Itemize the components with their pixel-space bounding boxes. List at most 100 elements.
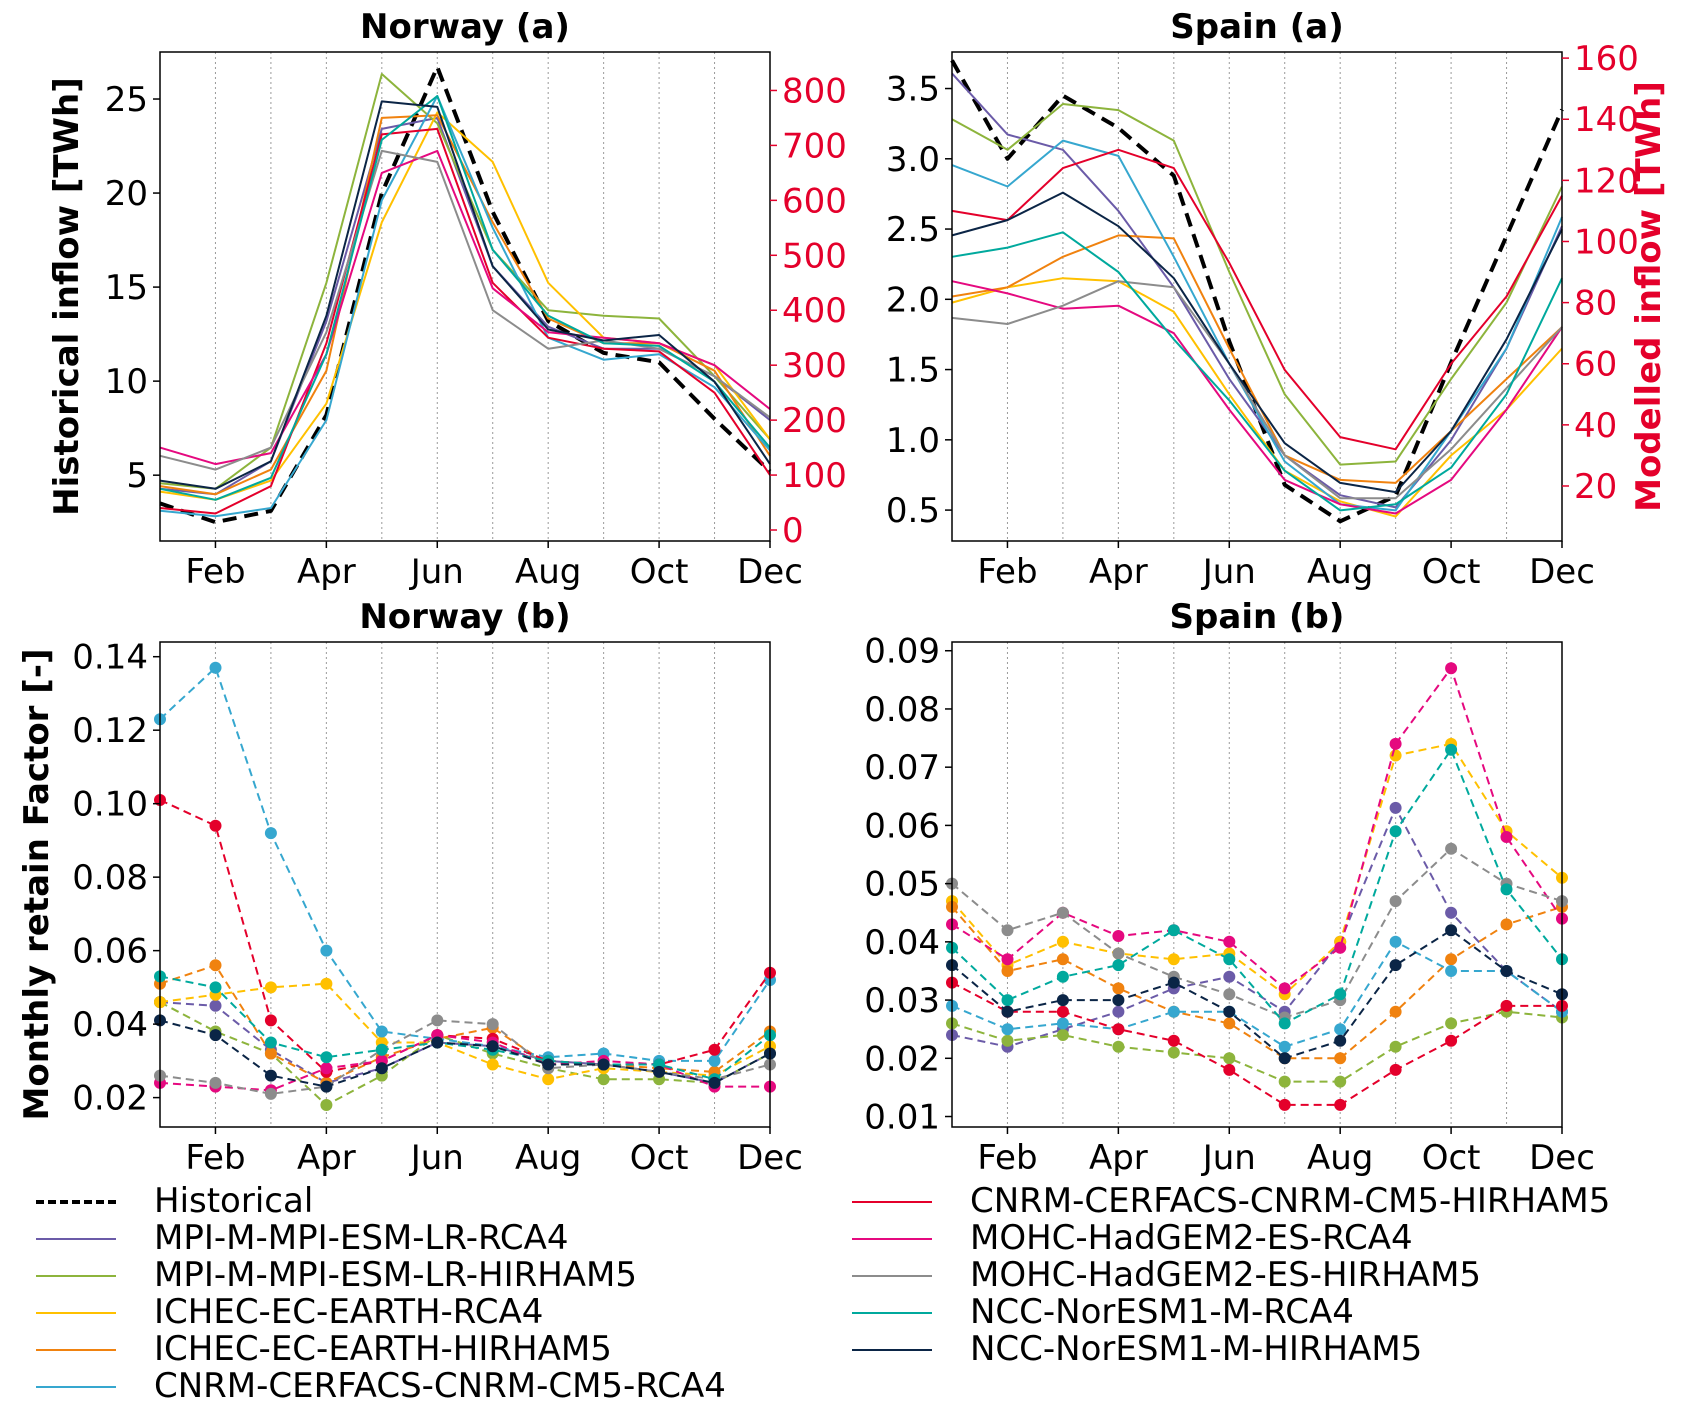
legend-swatch-ichec_hirham5 [36,1348,116,1351]
y-tick-label: 10 [105,362,148,402]
y-tick-label: 0.14 [72,638,148,678]
data-point-mpi_hirham5 [597,1073,610,1086]
x-tick-label: Apr [1089,552,1148,592]
legend-swatch-mohc_rca4 [852,1237,932,1240]
data-point-mpi_rca4 [1223,970,1236,983]
data-point-ncc_hirham5 [320,1080,333,1093]
data-point-cnrm_hirham5 [1500,999,1513,1012]
y2-tick-label: 400 [782,291,847,331]
data-point-mpi_hirham5 [1112,1040,1125,1053]
y-tick-label: 2.0 [886,280,940,320]
series-line-ncc_hirham5 [951,929,1563,1060]
data-point-ncc_hirham5 [597,1058,610,1071]
data-point-ncc_hirham5 [653,1065,666,1078]
data-point-mohc_rca4 [1334,941,1347,954]
data-point-mohc_rca4 [1500,831,1513,843]
y-tick-label: 20 [105,174,148,214]
data-point-ncc_hirham5 [1278,1052,1291,1065]
plot-frame [159,51,771,542]
y2-tick-label: 40 [1574,406,1617,446]
data-point-ichec_hirham5 [1001,965,1014,977]
data-point-mpi_rca4 [1389,801,1402,814]
data-point-mohc_hirham5 [1223,988,1236,1001]
data-point-ncc_rca4 [1223,953,1236,966]
panel-spain_a: Feb Apr Jun Aug Oct Dec 0.5 1.0 1.5 2.0 2.5 3.0 3.5 2… [886,7,1669,592]
data-point-cnrm_hirham5 [1389,1063,1402,1076]
y-tick-label: 3.5 [886,70,940,110]
data-point-cnrm_hirham5 [1112,1023,1125,1036]
y-tick-label: 3.0 [886,140,940,180]
data-point-ncc_rca4 [1389,825,1402,838]
data-point-ncc_rca4 [1056,970,1069,983]
y2-tick-label: 160 [1574,39,1639,79]
y2-axis-label: Modelled inflow [TWh] [1629,81,1669,512]
legend-label: MPI-M-MPI-ESM-LR-HIRHAM5 [154,1255,638,1295]
data-point-mohc_hirham5 [1056,906,1069,919]
panel-title: Norway (a) [360,7,570,47]
data-point-mohc_rca4 [1112,930,1125,942]
series-line-ncc_rca4 [951,231,1563,512]
data-point-ncc_hirham5 [1167,976,1180,989]
data-point-ichec_rca4 [1167,953,1180,966]
data-point-mpi_hirham5 [1056,1029,1069,1041]
data-point-cnrm_hirham5 [1445,1034,1458,1047]
data-point-ichec_rca4 [1389,749,1402,762]
legend-left: Historical MPI-M-MPI-ESM-LR-RCA4 MPI-M-MPI… [36,1183,726,1405]
legend-label: MOHC-HadGEM2-ES-RCA4 [970,1218,1413,1258]
series-line-cnrm_hirham5 [951,981,1562,1106]
data-point-cnrm_hirham5 [1223,1063,1236,1076]
legend-swatch-cnrm_hirham5 [852,1200,932,1203]
legend-label: MPI-M-MPI-ESM-LR-RCA4 [154,1218,569,1258]
data-point-mohc_rca4 [1001,953,1014,966]
data-point-ncc_rca4 [1445,743,1458,756]
data-point-mohc_hirham5 [1001,924,1014,937]
panel-title: Spain (b) [1170,597,1345,637]
series-line-cnrm_rca4 [951,940,1563,1048]
x-tick-label: Apr [297,1138,356,1178]
y-tick-label: 0.06 [864,806,940,846]
legend-label: NCC-NorESM1-M-RCA4 [970,1292,1354,1332]
y-axis-label: Monthly retain Factor [-] [17,649,57,1121]
data-point-cnrm_rca4 [1445,965,1458,977]
y-tick-label: 15 [105,268,148,308]
legend-label: Historical [154,1181,314,1221]
x-tick-label: Feb [185,1138,245,1178]
series-line-ncc_hirham5 [159,100,771,490]
legend-label: ICHEC-EC-EARTH-HIRHAM5 [154,1329,612,1369]
panel-spain_b: Feb Apr Jun Aug Oct Dec 0.01 0.02 0.03 0.04 0.05 0.… [864,597,1595,1178]
plot-frame [951,51,1563,542]
legend-swatch-ncc_hirham5 [852,1348,932,1351]
legend-item-ncc_hirham5: NCC-NorESM1-M-HIRHAM5 [852,1331,1610,1368]
data-point-mohc_rca4 [1445,662,1458,675]
data-point-cnrm_hirham5 [708,1043,721,1056]
data-point-ichec_hirham5 [1445,953,1458,966]
x-tick-label: Jun [1201,1138,1256,1178]
data-point-mpi_hirham5 [1445,1017,1458,1030]
y-tick-label: 0.05 [864,865,940,905]
x-tick-label: Feb [977,1138,1037,1178]
y2-tick-label: 700 [782,126,847,166]
panel-norway_a: Feb Apr Jun Aug Oct Dec 5 10 15 20 25 0 100 200 300 400… [47,7,847,592]
x-tick-label: Feb [977,552,1037,592]
series-line-ncc_rca4 [159,975,771,1081]
data-point-ncc_hirham5 [264,1069,277,1082]
y2-tick-label: 0 [782,511,804,551]
legend-label: CNRM-CERFACS-CNRM-CM5-RCA4 [154,1366,726,1406]
data-point-ncc_rca4 [320,1051,333,1064]
series-line-cnrm_hirham5 [951,148,1563,451]
y2-tick-label: 120 [1574,161,1639,201]
series-line-historical [159,65,772,525]
y-tick-label: 0.02 [864,1039,940,1079]
x-tick-label: Jun [409,1138,464,1178]
data-point-ncc_rca4 [1167,924,1180,937]
legend-label: ICHEC-EC-EARTH-RCA4 [154,1292,544,1332]
y-tick-label: 2.5 [886,210,940,250]
data-point-mpi_hirham5 [1167,1046,1180,1059]
data-point-cnrm_hirham5 [1278,1098,1291,1111]
x-tick-label: Aug [1307,552,1373,592]
data-point-cnrm_rca4 [1389,935,1402,948]
panel-title: Norway (b) [359,597,570,637]
x-tick-label: Dec [737,1138,803,1178]
legend-item-ichec_hirham5: ICHEC-EC-EARTH-HIRHAM5 [36,1331,726,1368]
